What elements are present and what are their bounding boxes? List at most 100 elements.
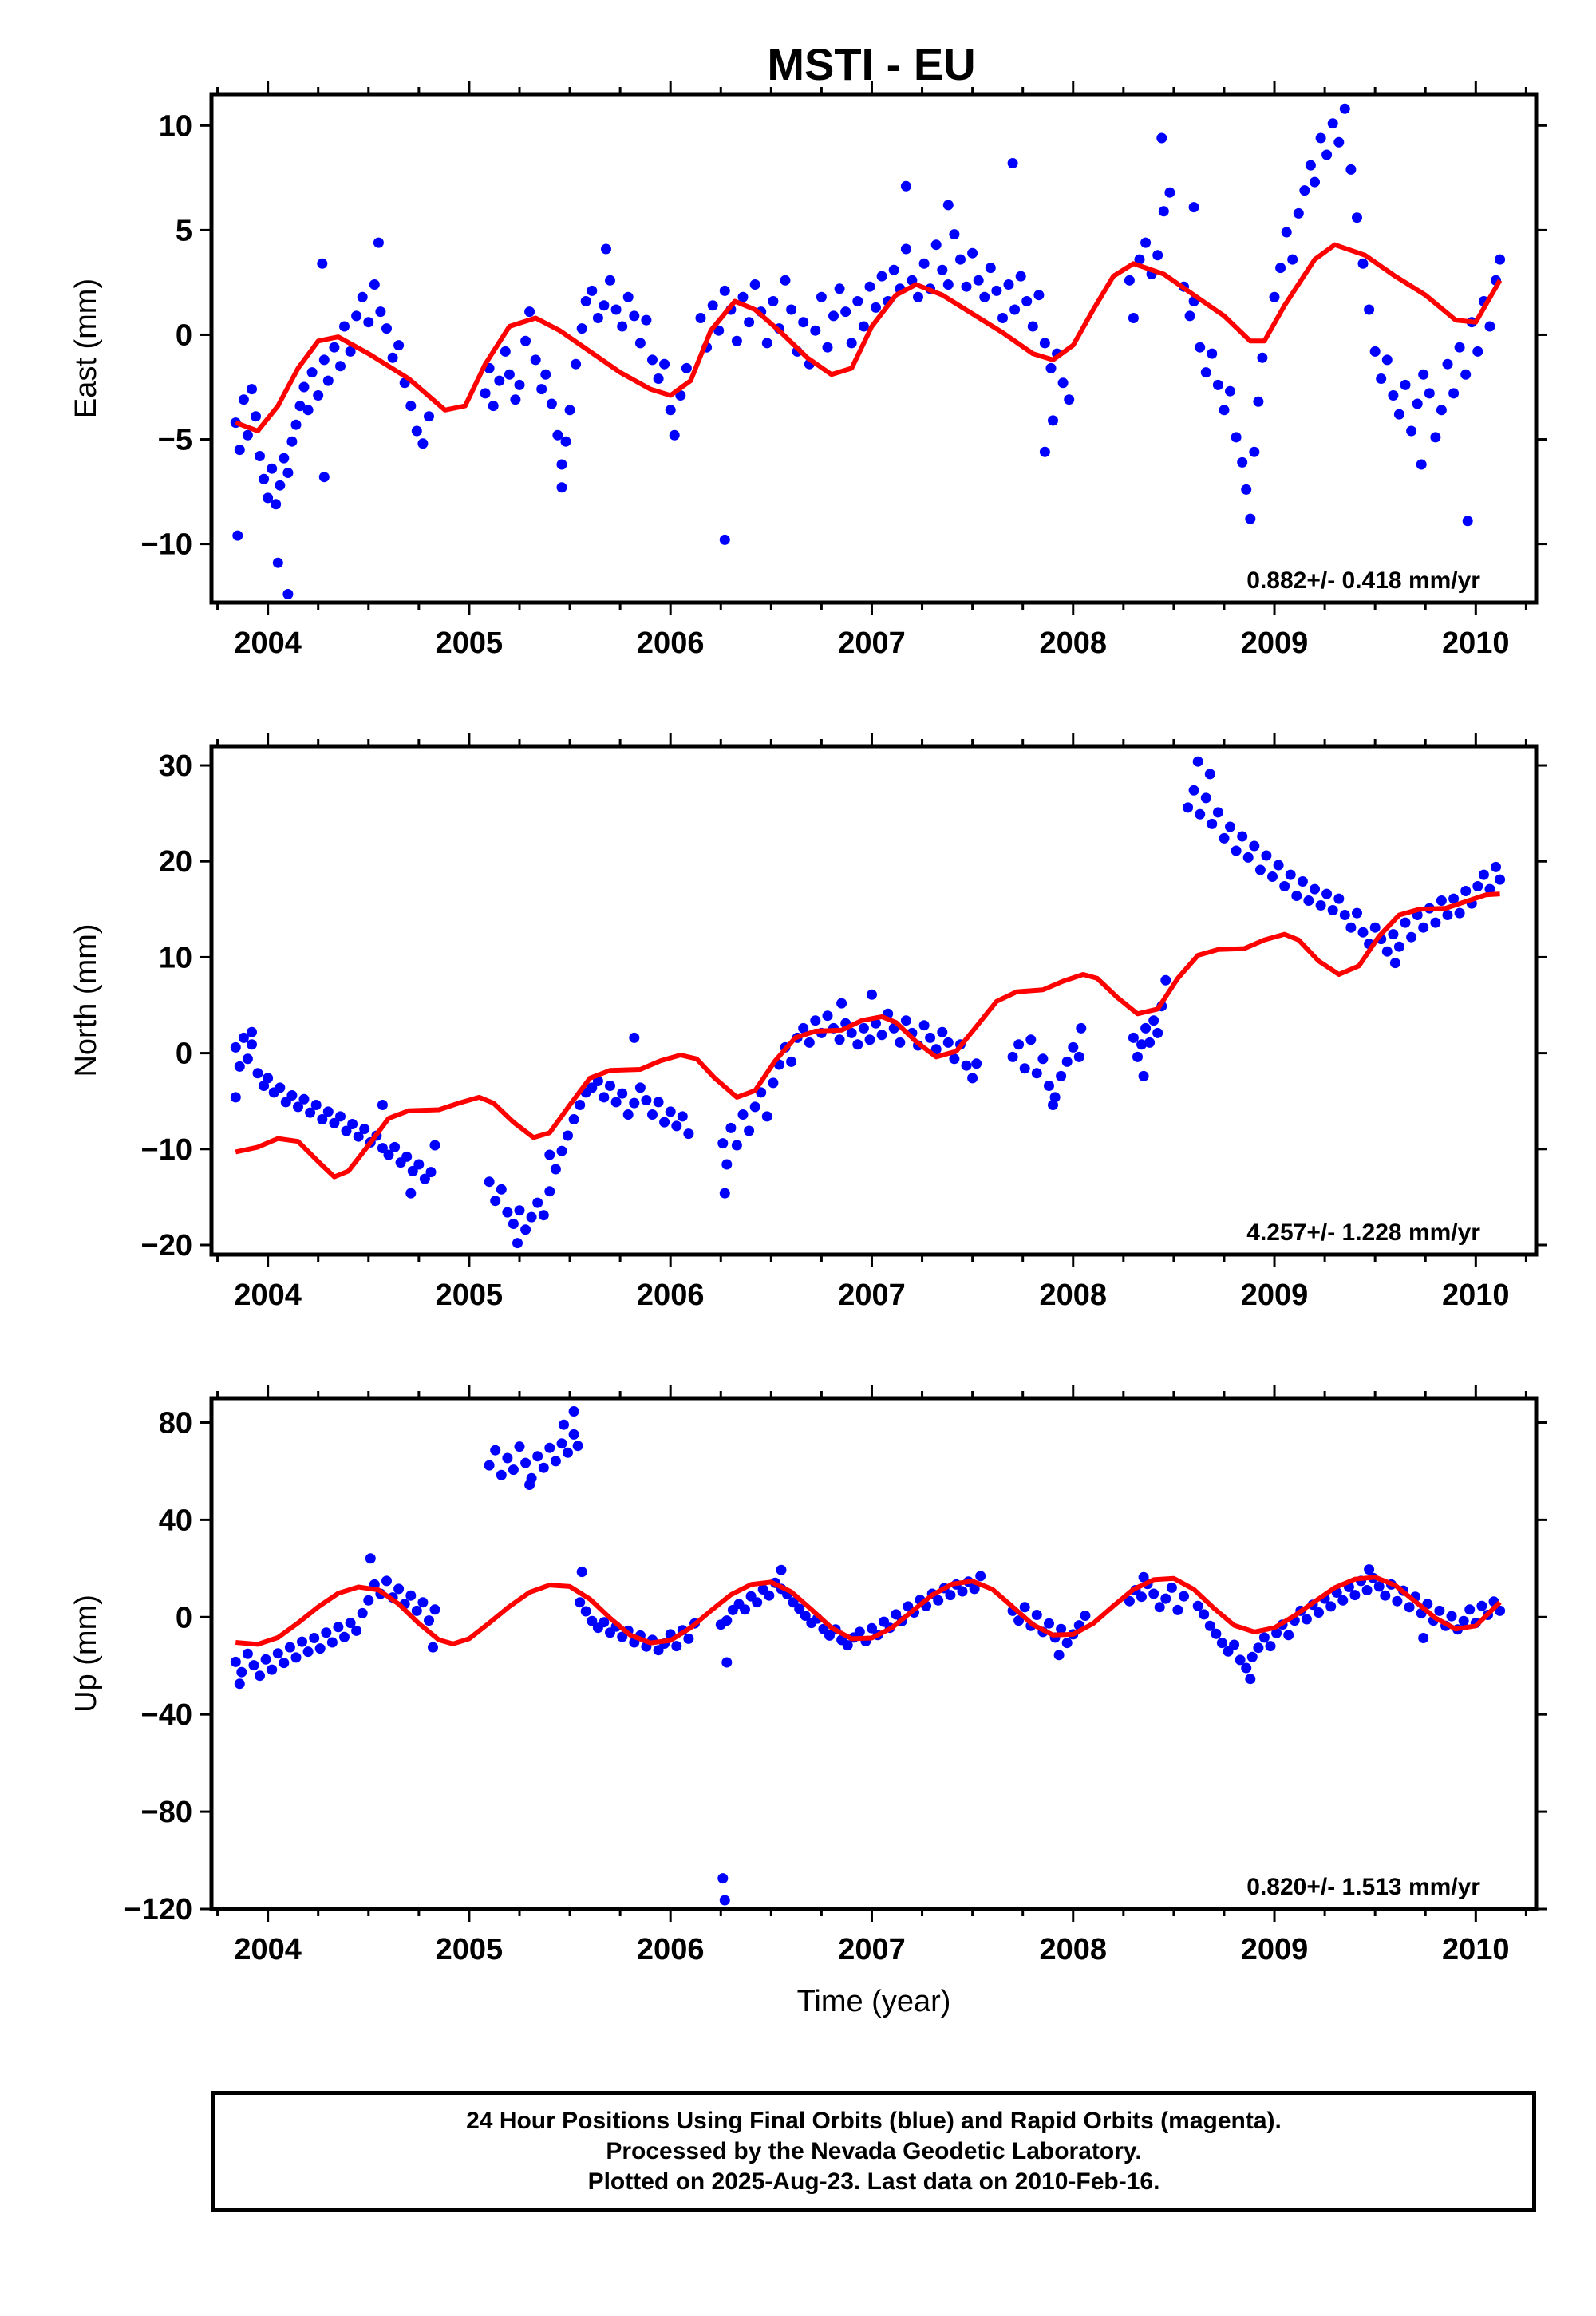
up-point <box>1325 1601 1337 1612</box>
east-point <box>665 405 676 416</box>
north-point <box>744 1125 755 1136</box>
north-point <box>1315 900 1326 911</box>
north-point <box>238 1032 249 1043</box>
north-ytick-label: 0 <box>176 1037 192 1071</box>
east-point <box>1293 207 1304 219</box>
east-point <box>1412 398 1423 409</box>
east-point <box>888 264 899 275</box>
east-point <box>351 310 362 322</box>
east-xtick-label: 2010 <box>1442 626 1510 660</box>
north-point <box>610 1097 622 1108</box>
up-point <box>1013 1615 1025 1626</box>
east-xtick-label: 2008 <box>1039 626 1107 660</box>
up-point <box>1166 1582 1177 1593</box>
up-point <box>1154 1602 1165 1613</box>
east-point <box>1406 425 1417 437</box>
north-point <box>1132 1051 1143 1062</box>
north-point <box>937 1026 948 1037</box>
east-point <box>1418 369 1429 380</box>
north-point <box>1442 910 1453 920</box>
up-point <box>1179 1591 1189 1602</box>
north-point <box>1430 917 1441 928</box>
up-point <box>1258 1632 1270 1643</box>
east-point <box>871 302 881 313</box>
footer-line-2: Processed by the Nevada Geodetic Laborat… <box>606 2138 1142 2164</box>
north-point <box>867 989 877 1000</box>
north-point <box>836 998 847 1009</box>
east-point <box>634 338 646 349</box>
up-point <box>969 1583 980 1595</box>
up-point <box>1053 1650 1065 1661</box>
up-xtick-label: 2004 <box>234 1933 302 1966</box>
north-point <box>520 1224 531 1235</box>
east-point <box>271 499 282 510</box>
east-point <box>876 271 887 282</box>
up-point <box>1080 1611 1091 1621</box>
north-point <box>298 1093 310 1105</box>
north-point <box>1200 792 1211 804</box>
north-point <box>1478 869 1489 880</box>
east-point <box>1310 176 1320 188</box>
up-point <box>1241 1662 1252 1674</box>
up-point <box>314 1643 326 1654</box>
east-point <box>979 291 990 302</box>
east-point <box>985 263 996 274</box>
north-point <box>1188 785 1199 796</box>
north-point <box>1357 927 1369 938</box>
north-point <box>858 1022 869 1034</box>
east-point <box>279 453 290 464</box>
north-point <box>1136 1039 1147 1050</box>
east-point <box>1027 321 1038 332</box>
east-point <box>504 369 515 380</box>
north-point <box>659 1117 670 1128</box>
up-point <box>345 1618 356 1629</box>
north-point <box>1231 845 1242 856</box>
east-point <box>322 375 334 386</box>
east-point <box>605 275 615 286</box>
up-point <box>242 1648 253 1659</box>
up-point <box>357 1607 368 1618</box>
north-point <box>617 1088 628 1099</box>
east-point <box>275 480 286 491</box>
north-xtick-label: 2008 <box>1039 1279 1107 1312</box>
east-point <box>329 342 340 353</box>
up-point <box>1364 1564 1375 1575</box>
up-point <box>1253 1642 1264 1654</box>
east-point <box>1495 254 1506 265</box>
up-point <box>776 1564 787 1575</box>
footer-line-1: 24 Hour Positions Using Final Orbits (bl… <box>466 2108 1282 2134</box>
east-point <box>282 468 294 478</box>
east-point <box>1472 346 1483 357</box>
north-point <box>568 1114 579 1124</box>
up-point <box>230 1656 241 1667</box>
up-point <box>1373 1581 1385 1592</box>
up-point <box>1223 1646 1234 1657</box>
up-point <box>1229 1639 1240 1650</box>
up-point <box>248 1660 259 1671</box>
up-point <box>721 1615 733 1626</box>
panel-up: 80 40 0 −40 −80 −120 2004 2005 2006 2007 2008 2009 2… <box>69 1385 1547 2018</box>
north-point <box>598 1092 610 1103</box>
east-point <box>381 323 392 334</box>
east-point <box>695 313 706 323</box>
east-point <box>991 285 1002 296</box>
east-point <box>610 304 622 315</box>
up-point <box>854 1626 865 1638</box>
north-point <box>1495 874 1506 885</box>
up-point <box>297 1636 307 1647</box>
east-point <box>1327 118 1338 129</box>
north-point <box>1037 1053 1049 1065</box>
up-point <box>788 1597 799 1608</box>
north-point <box>514 1205 525 1216</box>
east-ytick-label: 5 <box>176 214 192 247</box>
east-point <box>480 388 491 399</box>
up-point <box>290 1652 302 1663</box>
up-point <box>1380 1590 1391 1601</box>
east-ytick-label: 0 <box>176 318 192 352</box>
east-point <box>629 310 640 322</box>
north-point <box>286 1090 298 1101</box>
up-point <box>575 1597 586 1608</box>
north-point <box>587 1082 598 1093</box>
north-point <box>490 1196 501 1207</box>
